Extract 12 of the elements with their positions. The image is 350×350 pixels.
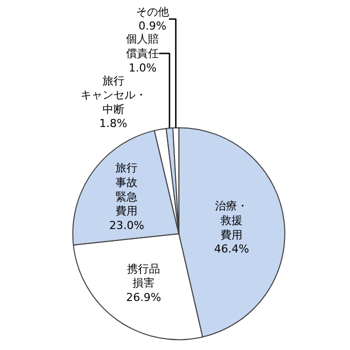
data-label: 0.9% (138, 20, 166, 33)
slice-label: 旅行事故緊急費用 (116, 162, 138, 218)
data-label: 26.9% (126, 290, 162, 304)
data-label: 1.8% (99, 117, 128, 130)
slice-label: 個人賠償責任 (126, 32, 160, 60)
slice-label: 旅行キャンセル・中断 (80, 74, 146, 116)
data-label: 23.0% (109, 218, 144, 232)
slice-label: 治療・救援費用 (215, 200, 248, 242)
data-label: 1.0% (128, 61, 157, 74)
slice-label: その他 (136, 5, 169, 18)
slice-label: 携行品損害 (127, 262, 160, 290)
data-label: 46.4% (214, 242, 250, 256)
